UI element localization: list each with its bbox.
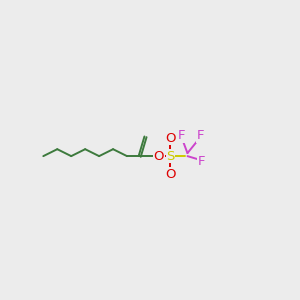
- Text: O: O: [165, 132, 176, 145]
- Text: O: O: [165, 168, 176, 181]
- Text: F: F: [196, 129, 204, 142]
- Text: F: F: [198, 155, 205, 168]
- Text: O: O: [154, 150, 164, 163]
- Text: F: F: [177, 129, 185, 142]
- Text: S: S: [166, 150, 175, 163]
